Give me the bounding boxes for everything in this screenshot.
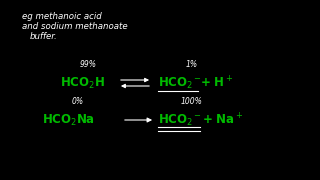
Text: HCO$_2$H: HCO$_2$H [60, 75, 105, 91]
Text: 100%: 100% [181, 97, 203, 106]
Text: eg methanoic acid: eg methanoic acid [22, 12, 102, 21]
Text: HCO$_2$Na: HCO$_2$Na [42, 112, 95, 128]
Text: and sodium methanoate: and sodium methanoate [22, 22, 128, 31]
Text: + Na$^+$: + Na$^+$ [202, 112, 244, 128]
Text: 1%: 1% [186, 60, 198, 69]
Text: HCO$_2$$^-$: HCO$_2$$^-$ [158, 75, 202, 91]
Text: buffer.: buffer. [30, 32, 58, 41]
Text: + H$^+$: + H$^+$ [200, 75, 234, 91]
Text: 0%: 0% [72, 97, 84, 106]
Text: 99%: 99% [79, 60, 97, 69]
Text: HCO$_2$$^-$: HCO$_2$$^-$ [158, 112, 202, 128]
